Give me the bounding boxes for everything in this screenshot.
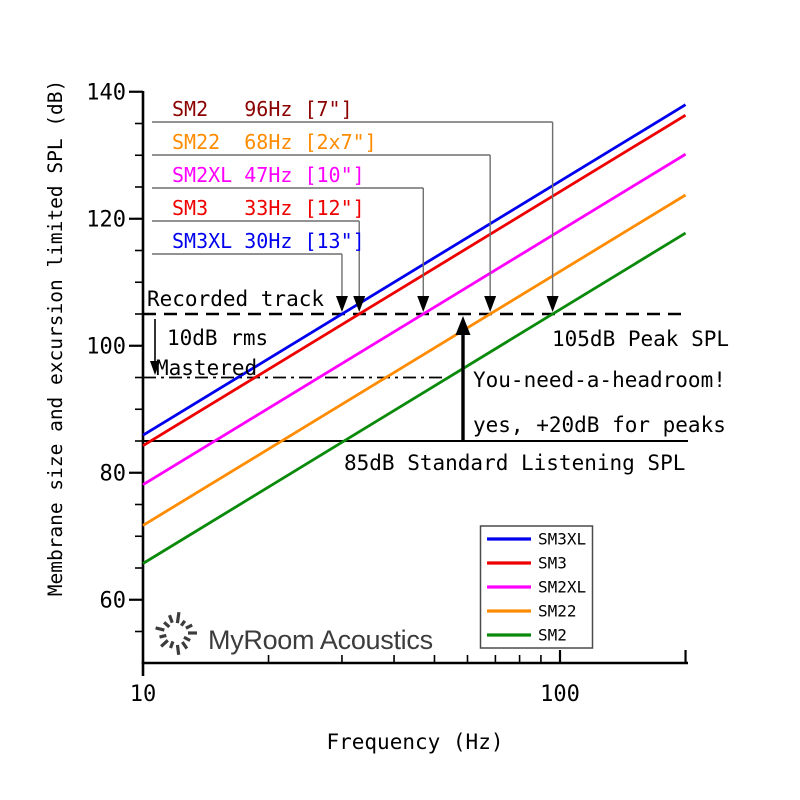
reference-lines — [143, 312, 688, 442]
callout-annotations: SM2 96Hz [7"] SM22 68Hz [2x7"] SM2XL 47Hz … — [152, 97, 559, 312]
legend-label-sm3: SM3 — [538, 554, 567, 573]
legend-label-sm22: SM22 — [538, 602, 577, 621]
y-axis-title: Membrane size and excursion limited SPL … — [44, 80, 67, 597]
y-tick-label: 120 — [86, 207, 126, 232]
spinner-dash-icon — [185, 623, 193, 630]
callout-arrow-head-icon — [546, 296, 559, 312]
spinner-dash-icon — [175, 644, 181, 656]
y-tick-label: 100 — [86, 334, 126, 359]
annotation-arrows — [150, 316, 471, 440]
callout-label: SM3 33Hz [12"] — [172, 196, 365, 220]
spinner-dash-icon — [175, 611, 181, 624]
recorded-track-label: Recorded track — [147, 287, 324, 311]
spinner-dash-icon — [169, 640, 175, 649]
spinner-dash-icon — [183, 635, 191, 642]
spinner-dash-icon — [155, 626, 165, 632]
y-tick-label: 140 — [86, 80, 126, 105]
callout-arrow-head-icon — [484, 296, 497, 312]
callout-label: SM3XL 30Hz [13"] — [172, 229, 365, 253]
headroom-up-arrow-head-icon — [455, 316, 471, 335]
spinner-dash-icon — [180, 641, 189, 650]
series-line-sm3xl — [142, 103, 687, 437]
peaks-label: yes, +20dB for peaks — [473, 413, 726, 437]
rms-label: 10dB rms — [167, 326, 268, 350]
callout-arrow-head-icon — [335, 296, 348, 312]
legend: SM3XL SM3 SM2XL SM22 SM2 — [479, 525, 594, 649]
x-axis-title: Frequency (Hz) — [326, 730, 503, 754]
peak-spl-label: 105dB Peak SPL — [552, 327, 729, 351]
y-tick-label: 80 — [100, 461, 127, 486]
mastered-label: Mastered — [156, 356, 257, 380]
myroom-acoustics-logo: MyRoom Acoustics — [155, 611, 433, 656]
legend-label-sm2: SM2 — [538, 626, 567, 645]
spinner-dash-icon — [167, 614, 174, 624]
spinner-dash-icon — [179, 619, 187, 627]
callout-arrow-head-icon — [353, 296, 366, 312]
headroom-label: You-need-a-headroom! — [473, 368, 726, 392]
callout-label: SM2 96Hz [7"] — [172, 97, 353, 121]
legend-label-sm3xl: SM3XL — [538, 530, 586, 549]
rms-down-arrow-head-icon — [150, 361, 160, 375]
spinner-dash-icon — [163, 621, 171, 629]
series-line-sm2 — [142, 231, 687, 565]
listening-spl-label: 85dB Standard Listening SPL — [344, 451, 685, 475]
spinner-burst-icon — [155, 611, 197, 656]
series-line-sm22 — [142, 193, 687, 527]
x-tick-label: 100 — [540, 682, 580, 707]
spinner-dash-icon — [160, 639, 169, 648]
legend-label-sm2xl: SM2XL — [538, 578, 586, 597]
callout-label: SM22 68Hz [2x7"] — [172, 130, 377, 154]
y-tick-label: 60 — [100, 588, 127, 613]
series-line-sm2xl — [142, 153, 687, 486]
logo-text: MyRoom Acoustics — [208, 625, 433, 655]
series-line-sm3 — [142, 114, 687, 447]
spinner-dash-icon — [159, 633, 167, 639]
callout-arrow-head-icon — [417, 296, 430, 312]
axes: 60 80 100 120 140 10 100 — [86, 80, 688, 707]
callout-label: SM2XL 47Hz [10"] — [172, 163, 365, 187]
x-tick-label: 10 — [130, 682, 157, 707]
series-lines — [142, 103, 687, 565]
